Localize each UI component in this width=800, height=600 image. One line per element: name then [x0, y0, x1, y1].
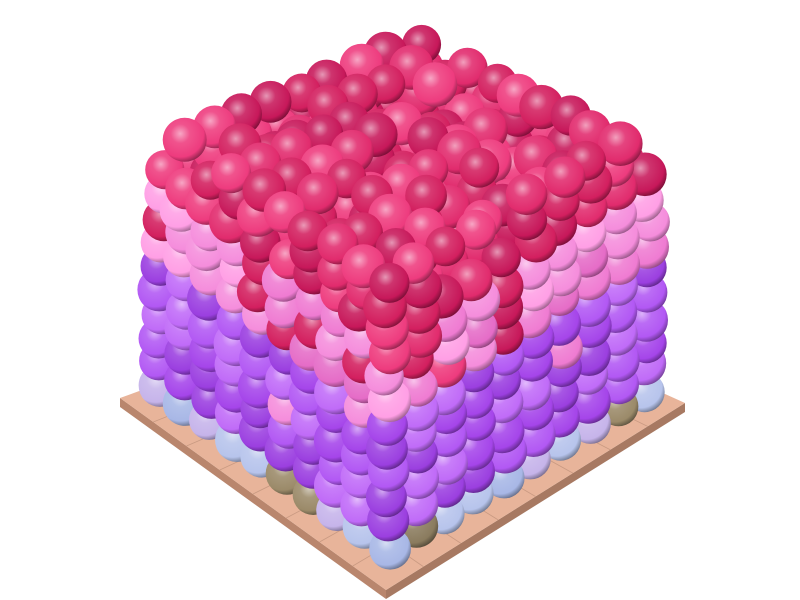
- crimson-top-sphere: [598, 121, 643, 166]
- crimson-top-sphere: [447, 47, 488, 89]
- substrate-right-edge: [386, 403, 685, 599]
- sphere-cluster: [137, 24, 670, 570]
- crimson-top-sphere: [405, 174, 447, 217]
- crimson-top-sphere: [296, 172, 339, 215]
- crimson-top-sphere: [456, 209, 497, 250]
- crimson-top-sphere: [481, 237, 521, 278]
- crimson-top-sphere: [544, 156, 586, 198]
- crimson-top-sphere: [505, 173, 548, 216]
- crimson-top-sphere: [211, 153, 252, 194]
- crimson-top-sphere: [412, 62, 458, 107]
- substrate-front-edge: [120, 398, 386, 599]
- crimson-top-sphere: [162, 117, 207, 162]
- crimson-top-sphere: [369, 262, 410, 303]
- crimson-top-sphere: [459, 147, 500, 188]
- crimson-top-sphere: [425, 226, 466, 267]
